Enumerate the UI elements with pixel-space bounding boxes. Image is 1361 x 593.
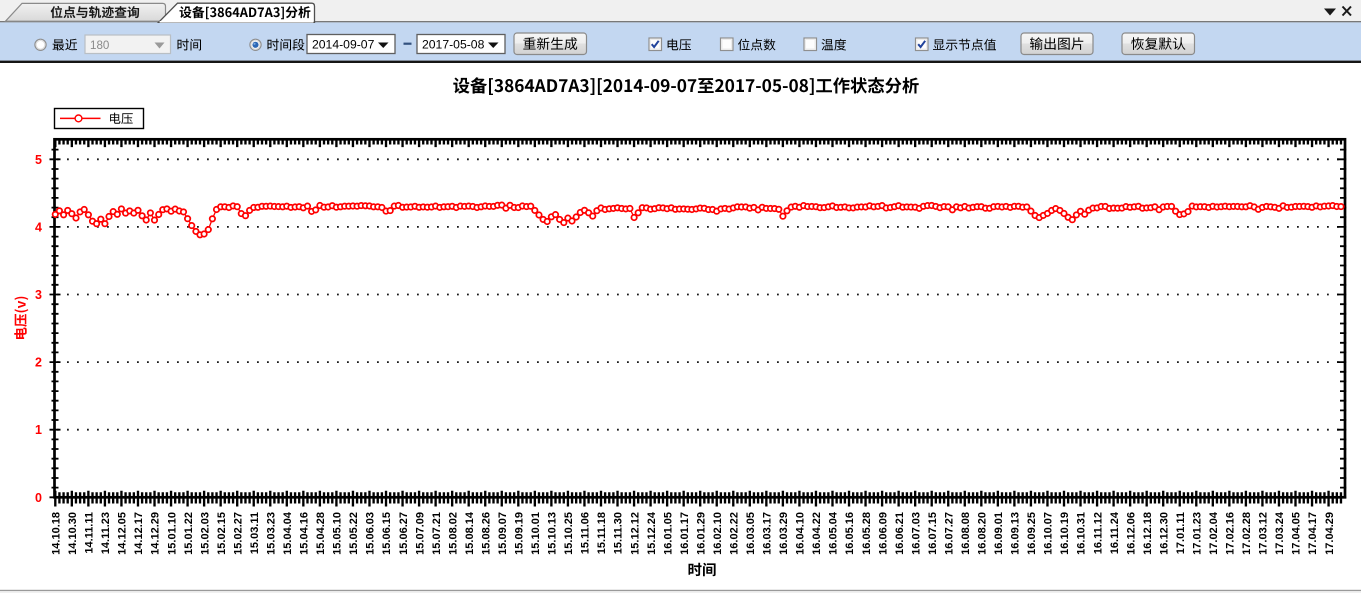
svg-text:16.05.28: 16.05.28 (861, 512, 873, 555)
svg-text:15.07.21: 15.07.21 (431, 512, 443, 555)
svg-text:0: 0 (35, 491, 42, 505)
svg-text:15.12.24: 15.12.24 (646, 511, 658, 555)
svg-text:15.10.13: 15.10.13 (547, 512, 559, 555)
svg-text:16.09.01: 16.09.01 (993, 512, 1005, 555)
svg-text:16.12.18: 16.12.18 (1142, 512, 1154, 555)
svg-text:1: 1 (35, 423, 42, 437)
svg-text:15.12.12: 15.12.12 (629, 512, 641, 555)
svg-text:16.12.30: 16.12.30 (1158, 512, 1170, 555)
svg-text:16.10.31: 16.10.31 (1076, 512, 1088, 555)
svg-text:15.06.03: 15.06.03 (365, 512, 377, 555)
svg-text:15.08.26: 15.08.26 (480, 512, 492, 555)
svg-text:14.10.18: 14.10.18 (51, 512, 63, 555)
svg-text:17.02.04: 17.02.04 (1208, 511, 1220, 555)
svg-text:17.04.05: 17.04.05 (1291, 512, 1303, 555)
svg-text:16.05.04: 16.05.04 (828, 511, 840, 555)
svg-text:15.09.07: 15.09.07 (497, 512, 509, 555)
svg-text:17.01.23: 17.01.23 (1192, 512, 1204, 555)
svg-text:15.04.16: 15.04.16 (299, 512, 311, 555)
svg-text:15.01.22: 15.01.22 (183, 512, 195, 555)
svg-text:16.09.13: 16.09.13 (1010, 512, 1022, 555)
svg-text:16.06.09: 16.06.09 (877, 512, 889, 555)
svg-text:17.01.11: 17.01.11 (1175, 512, 1187, 554)
svg-text:15.01.10: 15.01.10 (166, 512, 178, 555)
svg-text:15.05.10: 15.05.10 (332, 512, 344, 555)
svg-text:16.11.24: 16.11.24 (1109, 511, 1121, 554)
svg-text:15.05.22: 15.05.22 (348, 512, 360, 555)
svg-text:15.11.06: 15.11.06 (580, 512, 592, 554)
svg-text:15.08.14: 15.08.14 (464, 511, 476, 555)
svg-text:15.06.27: 15.06.27 (398, 512, 410, 555)
svg-text:15.09.19: 15.09.19 (514, 512, 526, 555)
svg-text:16.03.29: 16.03.29 (778, 512, 790, 555)
svg-text:14.12.29: 14.12.29 (150, 512, 162, 555)
svg-text:16.12.06: 16.12.06 (1125, 512, 1137, 555)
svg-text:16.10.19: 16.10.19 (1059, 512, 1071, 555)
svg-text:15.07.09: 15.07.09 (414, 512, 426, 555)
svg-text:15.04.04: 15.04.04 (282, 511, 294, 555)
svg-text:16.10.07: 16.10.07 (1043, 512, 1055, 555)
svg-text:16.01.29: 16.01.29 (695, 512, 707, 555)
svg-text:14.12.05: 14.12.05 (117, 512, 129, 555)
svg-text:2014-09-07: 2014-09-07 (312, 38, 375, 52)
svg-text:16.08.20: 16.08.20 (977, 512, 989, 555)
svg-text:15.02.27: 15.02.27 (232, 512, 244, 555)
svg-text:15.08.02: 15.08.02 (447, 512, 459, 555)
svg-text:16.08.08: 16.08.08 (960, 512, 972, 555)
svg-text:17.02.16: 17.02.16 (1225, 512, 1237, 555)
svg-text:15.06.15: 15.06.15 (381, 512, 393, 555)
svg-text:16.07.27: 16.07.27 (943, 512, 955, 555)
svg-text:16.03.05: 16.03.05 (745, 512, 757, 555)
svg-text:16.03.17: 16.03.17 (762, 512, 774, 555)
svg-text:15.03.23: 15.03.23 (266, 512, 278, 555)
svg-text:17.03.12: 17.03.12 (1258, 512, 1270, 555)
svg-text:16.01.05: 16.01.05 (662, 512, 674, 555)
svg-text:15.03.11: 15.03.11 (249, 512, 261, 554)
svg-text:2017-05-08: 2017-05-08 (422, 38, 485, 52)
svg-text:17.04.29: 17.04.29 (1324, 512, 1336, 555)
svg-text:16.05.16: 16.05.16 (844, 512, 856, 555)
svg-text:16.06.21: 16.06.21 (894, 512, 906, 555)
svg-text:16.04.22: 16.04.22 (811, 512, 823, 555)
svg-text:16.04.10: 16.04.10 (795, 512, 807, 555)
svg-text:16.02.10: 16.02.10 (712, 512, 724, 555)
svg-text:14.11.23: 14.11.23 (100, 512, 112, 554)
svg-text:15.02.03: 15.02.03 (199, 512, 211, 555)
svg-text:16.07.15: 16.07.15 (927, 512, 939, 555)
svg-text:17.02.28: 17.02.28 (1241, 512, 1253, 555)
svg-text:15.11.30: 15.11.30 (613, 512, 625, 554)
svg-text:180: 180 (90, 39, 109, 52)
svg-text:15.02.15: 15.02.15 (216, 512, 228, 555)
svg-text:16.09.25: 16.09.25 (1026, 512, 1038, 555)
svg-text:14.12.17: 14.12.17 (133, 512, 145, 555)
svg-text:16.02.22: 16.02.22 (729, 512, 741, 555)
svg-text:17.03.24: 17.03.24 (1274, 511, 1286, 555)
svg-text:3: 3 (35, 288, 42, 302)
svg-text:15.10.25: 15.10.25 (563, 512, 575, 555)
svg-text:15.11.18: 15.11.18 (596, 512, 608, 554)
svg-text:14.10.30: 14.10.30 (67, 512, 79, 555)
svg-text:14.11.11: 14.11.11 (84, 512, 96, 554)
svg-text:16.07.03: 16.07.03 (910, 512, 922, 555)
svg-text:16.11.12: 16.11.12 (1092, 512, 1104, 554)
svg-text:4: 4 (35, 220, 42, 234)
svg-text:17.04.17: 17.04.17 (1307, 512, 1319, 555)
svg-text:15.10.01: 15.10.01 (530, 512, 542, 555)
svg-text:2: 2 (35, 356, 42, 370)
svg-text:15.04.28: 15.04.28 (315, 512, 327, 555)
svg-text:16.01.17: 16.01.17 (679, 512, 691, 555)
svg-text:5: 5 (35, 153, 42, 167)
